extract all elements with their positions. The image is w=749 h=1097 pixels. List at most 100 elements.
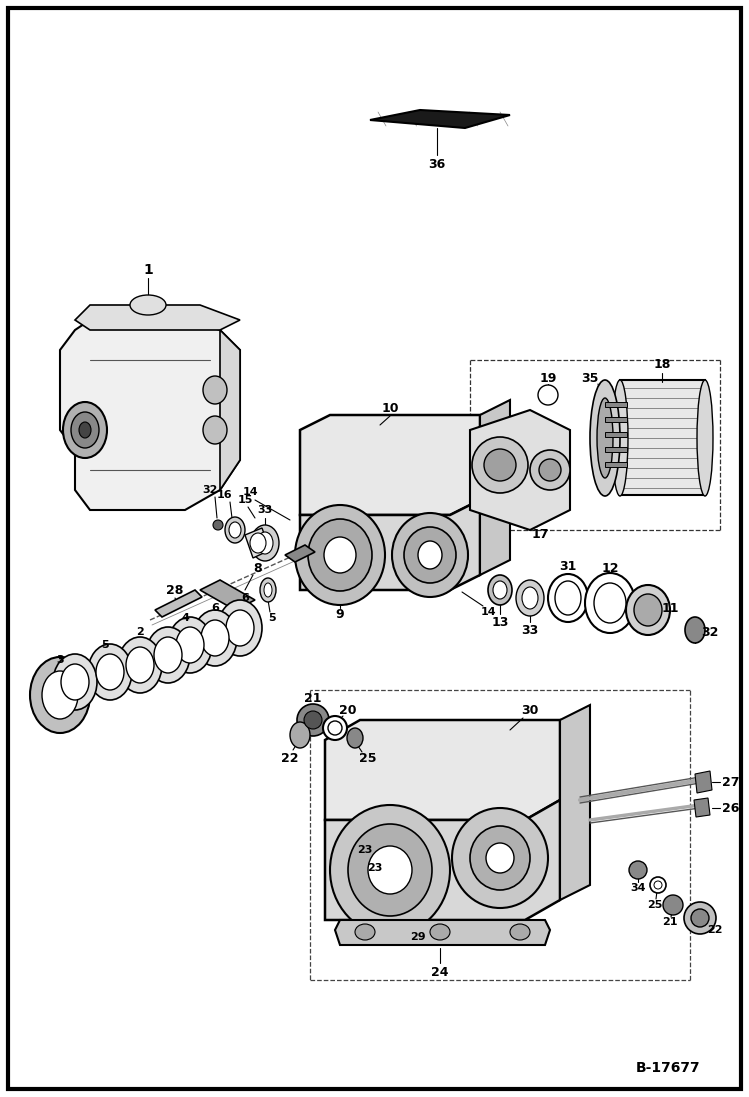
Text: 3: 3 [56,655,64,665]
Ellipse shape [118,637,162,693]
Ellipse shape [88,644,132,700]
Text: 25: 25 [647,900,663,911]
Ellipse shape [257,532,273,554]
Polygon shape [480,400,510,575]
Text: 24: 24 [431,965,449,979]
Ellipse shape [330,805,450,935]
Bar [605,462,627,467]
Ellipse shape [203,376,227,404]
Ellipse shape [176,627,204,663]
Ellipse shape [96,654,124,690]
Text: 28: 28 [166,584,184,597]
Ellipse shape [650,877,666,893]
Text: 18: 18 [653,359,670,372]
Ellipse shape [663,895,683,915]
Ellipse shape [290,722,310,748]
Polygon shape [560,705,590,900]
Ellipse shape [392,513,468,597]
Text: 33: 33 [521,623,539,636]
Ellipse shape [323,716,347,740]
Bar [620,380,705,495]
Text: 5: 5 [101,640,109,651]
Text: 10: 10 [381,402,398,415]
Polygon shape [155,590,202,617]
Ellipse shape [297,704,329,736]
Ellipse shape [193,610,237,666]
Ellipse shape [629,861,647,879]
Ellipse shape [130,295,166,315]
Text: 25: 25 [360,751,377,765]
Polygon shape [470,410,570,530]
Ellipse shape [304,711,322,730]
Ellipse shape [154,637,182,672]
Text: 36: 36 [428,158,446,171]
Text: 32: 32 [202,485,218,495]
Text: B-17677: B-17677 [635,1061,700,1075]
Ellipse shape [168,617,212,672]
Text: 32: 32 [701,626,719,640]
Polygon shape [325,720,560,819]
Ellipse shape [201,620,229,656]
Polygon shape [325,800,560,920]
Ellipse shape [260,578,276,602]
Ellipse shape [328,721,342,735]
Text: 20: 20 [339,703,357,716]
Ellipse shape [626,585,670,635]
Ellipse shape [251,525,279,561]
Bar [605,432,627,437]
Polygon shape [335,920,550,945]
Text: 1: 1 [143,263,153,278]
Text: 9: 9 [336,609,345,622]
Text: 8: 8 [254,562,262,575]
Text: 34: 34 [630,883,646,893]
Ellipse shape [213,520,223,530]
Text: 15: 15 [237,495,252,505]
Bar [605,446,627,452]
Ellipse shape [522,587,538,609]
Ellipse shape [61,664,89,700]
Ellipse shape [308,519,372,591]
Polygon shape [300,500,480,590]
Text: 23: 23 [357,845,373,855]
Text: 29: 29 [410,932,426,942]
Polygon shape [220,330,240,490]
Ellipse shape [404,527,456,583]
Ellipse shape [355,924,375,940]
Ellipse shape [691,909,709,927]
Ellipse shape [71,412,99,448]
Text: 19: 19 [539,372,557,385]
Ellipse shape [685,617,705,643]
Ellipse shape [654,881,662,889]
Text: 2: 2 [136,627,144,637]
Ellipse shape [634,593,662,626]
Ellipse shape [42,671,78,719]
Ellipse shape [368,846,412,894]
Ellipse shape [203,416,227,444]
Ellipse shape [470,826,530,890]
Ellipse shape [516,580,544,617]
Ellipse shape [484,449,516,480]
Text: 22: 22 [282,751,299,765]
Ellipse shape [555,581,581,615]
Ellipse shape [488,575,512,606]
Text: 12: 12 [601,562,619,575]
Text: 21: 21 [662,917,678,927]
Bar [605,402,627,407]
Ellipse shape [218,600,262,656]
Ellipse shape [146,627,190,683]
Ellipse shape [612,380,628,496]
Ellipse shape [225,517,245,543]
Text: 14: 14 [480,607,496,617]
Polygon shape [60,320,240,510]
Polygon shape [285,545,315,562]
Ellipse shape [226,610,254,646]
Text: 30: 30 [521,703,539,716]
Polygon shape [695,771,712,793]
Polygon shape [300,415,480,514]
Text: 6: 6 [211,603,219,613]
Ellipse shape [697,380,713,496]
Ellipse shape [590,380,620,496]
Ellipse shape [530,450,570,490]
Text: 4: 4 [181,613,189,623]
Text: 33: 33 [258,505,273,514]
